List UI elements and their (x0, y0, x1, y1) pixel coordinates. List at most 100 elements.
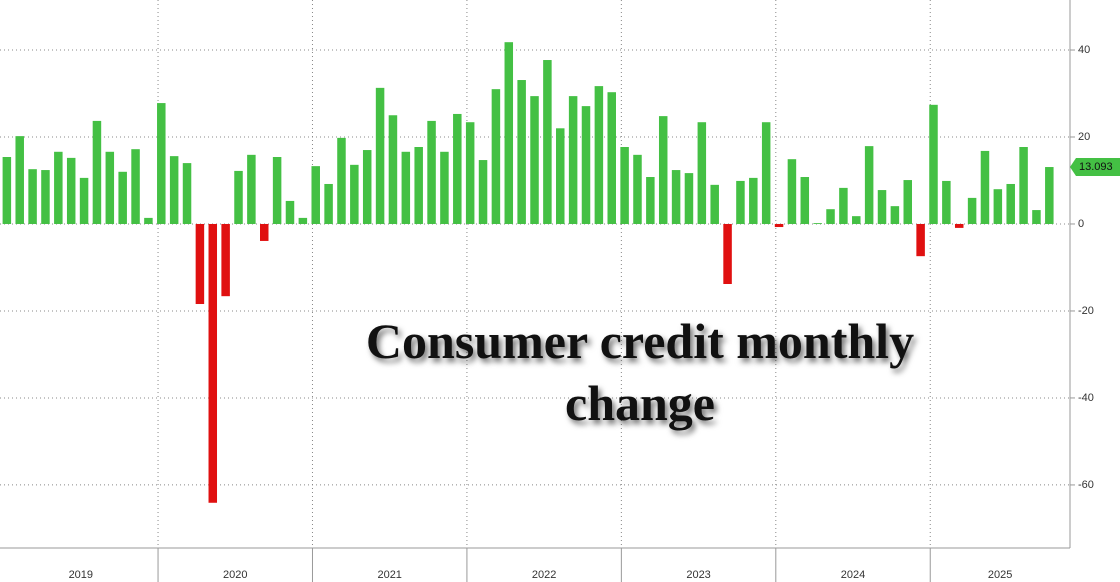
bar (208, 223, 218, 503)
bar (594, 86, 604, 224)
bar (761, 122, 771, 224)
bar (646, 177, 655, 224)
bar (658, 116, 668, 224)
bar (440, 151, 449, 224)
bar (723, 223, 732, 285)
bar (79, 177, 89, 224)
y-tick-label: -40 (1078, 392, 1094, 404)
y-tick-label: -20 (1078, 305, 1094, 317)
bar (221, 223, 230, 297)
last-value-label: 13.093 (1079, 161, 1113, 173)
bar (568, 96, 578, 224)
x-tick-label: 2021 (377, 569, 401, 581)
y-tick-label: -60 (1078, 479, 1094, 491)
bar (195, 223, 205, 305)
bar (774, 223, 784, 228)
bar (157, 103, 166, 224)
bar (620, 147, 629, 224)
bar (530, 96, 539, 224)
bar (1006, 183, 1015, 224)
bar (826, 209, 835, 224)
bar (362, 150, 372, 224)
bar (375, 87, 385, 224)
bar (41, 170, 50, 224)
bar (491, 89, 501, 224)
chart-title: Consumer credit monthly change (365, 313, 915, 431)
bar (980, 150, 990, 224)
bar (465, 122, 475, 224)
bar (903, 180, 912, 224)
bar (350, 164, 359, 224)
bar (710, 184, 719, 224)
bar (54, 151, 63, 224)
bar (427, 120, 436, 224)
bar (272, 157, 282, 224)
bar (260, 223, 269, 241)
x-tick-label: 2020 (223, 569, 247, 581)
bar (298, 217, 308, 224)
bar (633, 154, 642, 224)
bar (504, 42, 514, 224)
x-tick-label: 2024 (841, 569, 865, 581)
bar (916, 223, 925, 257)
bar (852, 216, 861, 224)
bar (28, 169, 37, 224)
bar (800, 177, 810, 224)
y-tick-label: 40 (1078, 44, 1090, 56)
bar (1019, 147, 1028, 224)
bar (285, 200, 295, 224)
bar (671, 170, 681, 224)
bar (478, 160, 488, 224)
bar (388, 115, 398, 224)
bar (543, 60, 552, 224)
bar (929, 104, 938, 224)
bar (182, 163, 192, 224)
bar (337, 137, 346, 224)
bar (1032, 210, 1041, 224)
bar (736, 180, 745, 224)
x-tick-label: 2025 (988, 569, 1012, 581)
bar (684, 173, 694, 224)
x-tick-label: 2022 (532, 569, 556, 581)
x-tick-label: 2019 (69, 569, 93, 581)
bar (401, 151, 411, 224)
bar (890, 206, 900, 224)
bar (66, 157, 76, 224)
bar (324, 183, 333, 224)
bar (414, 147, 423, 224)
bar (942, 180, 951, 224)
bar (247, 154, 256, 224)
bar (92, 120, 102, 224)
bar (1045, 167, 1054, 224)
y-tick-label: 0 (1078, 218, 1084, 230)
bar (993, 189, 1003, 224)
bar (967, 197, 977, 224)
bar (954, 223, 964, 228)
bar (813, 223, 822, 224)
bar (839, 187, 848, 224)
bar (234, 170, 243, 224)
bar (607, 92, 616, 224)
bar (118, 171, 127, 224)
bar (2, 157, 12, 224)
bar (131, 149, 140, 224)
bar (15, 136, 24, 224)
bar (453, 113, 462, 224)
bar (749, 177, 758, 224)
bar (877, 190, 887, 224)
bar (169, 156, 179, 224)
bar (311, 166, 320, 224)
bar (517, 80, 526, 224)
bar (787, 159, 797, 224)
x-tick-label: 2023 (686, 569, 710, 581)
last-value-tag (1070, 158, 1120, 177)
bar (864, 146, 874, 224)
bar (144, 217, 153, 224)
bar (581, 106, 591, 224)
bar (697, 122, 707, 224)
bar (556, 128, 565, 224)
y-tick-label: 20 (1078, 131, 1090, 143)
bar (105, 151, 115, 224)
